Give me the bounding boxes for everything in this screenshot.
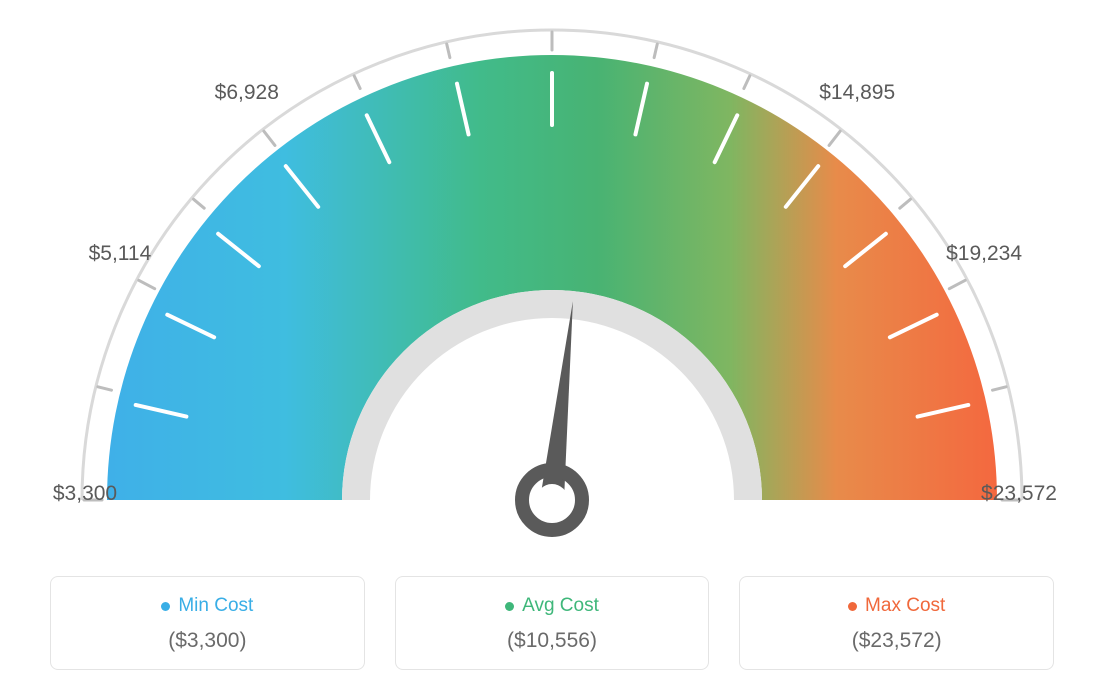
gauge-tick-label: $3,300 [53, 482, 117, 506]
legend-title-min: Min Cost [161, 595, 253, 617]
legend-label-max: Max Cost [865, 595, 945, 617]
legend-title-max: Max Cost [848, 595, 945, 617]
legend-label-min: Min Cost [178, 595, 253, 617]
legend-value-min: ($3,300) [61, 629, 354, 653]
legend-value-max: ($23,572) [750, 629, 1043, 653]
gauge-tick-label: $5,114 [89, 242, 152, 266]
gauge-chart: $3,300$5,114$6,928$10,556$14,895$19,234$… [0, 0, 1104, 560]
legend-row: Min Cost ($3,300) Avg Cost ($10,556) Max… [50, 576, 1054, 670]
legend-value-avg: ($10,556) [406, 629, 699, 653]
legend-card-avg: Avg Cost ($10,556) [395, 576, 710, 670]
gauge-tick-label: $23,572 [981, 482, 1057, 506]
gauge-tick-label: $19,234 [946, 242, 1022, 266]
dot-icon-min [161, 602, 170, 611]
gauge-tick-label: $14,895 [819, 81, 895, 105]
cost-gauge-container: $3,300$5,114$6,928$10,556$14,895$19,234$… [0, 0, 1104, 690]
gauge-tick-label: $6,928 [215, 81, 279, 105]
legend-title-avg: Avg Cost [505, 595, 599, 617]
legend-label-avg: Avg Cost [522, 595, 599, 617]
dot-icon-avg [505, 602, 514, 611]
legend-card-min: Min Cost ($3,300) [50, 576, 365, 670]
legend-card-max: Max Cost ($23,572) [739, 576, 1054, 670]
dot-icon-max [848, 602, 857, 611]
gauge-svg [0, 0, 1104, 560]
